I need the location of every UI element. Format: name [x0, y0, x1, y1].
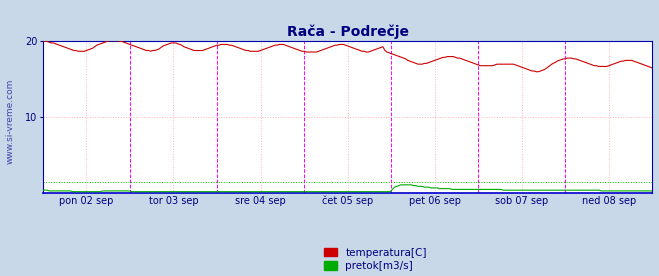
- Title: Rača - Podrečje: Rača - Podrečje: [287, 24, 409, 39]
- Legend: temperatura[C], pretok[m3/s]: temperatura[C], pretok[m3/s]: [324, 248, 427, 271]
- Text: www.si-vreme.com: www.si-vreme.com: [5, 79, 14, 164]
